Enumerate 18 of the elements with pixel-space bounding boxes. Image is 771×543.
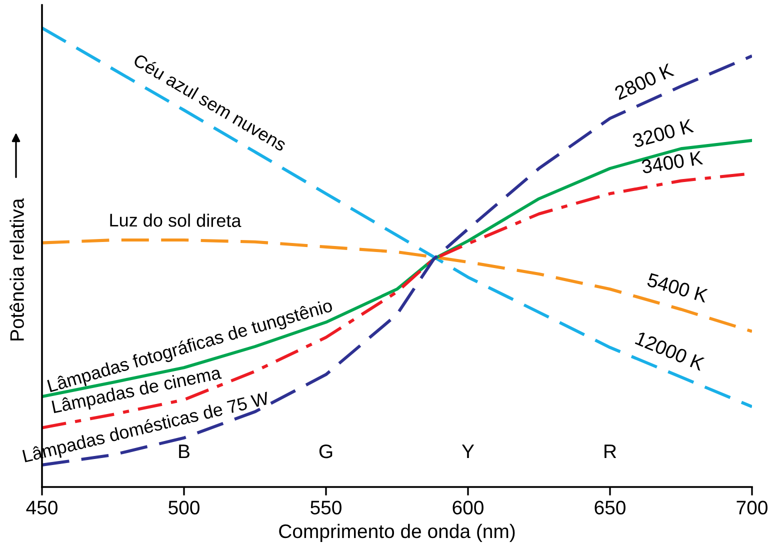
annotation: 2800 K [614,62,675,100]
x-tick-label: 600 [452,500,484,514]
annotation: 12000 K [634,331,706,372]
annotation: Luz do sol direta [110,213,242,228]
annotation: R [604,444,616,458]
annotation: B [179,444,190,458]
x-tick-label: 500 [168,500,200,514]
x-tick-label: 650 [594,500,626,514]
y-axis-title: Potência relativa [10,198,24,340]
annotation: Y [462,444,474,458]
annotation: 5400 K [646,272,709,303]
annotation: 3200 K [632,118,694,148]
annotation: 3400 K [641,150,704,174]
x-tick-label: 450 [26,500,58,514]
x-tick-label: 550 [310,500,342,514]
annotation: G [319,444,332,458]
x-axis-title: Comprimento de onda (nm) [279,524,515,542]
x-tick-label: 700 [736,500,768,514]
